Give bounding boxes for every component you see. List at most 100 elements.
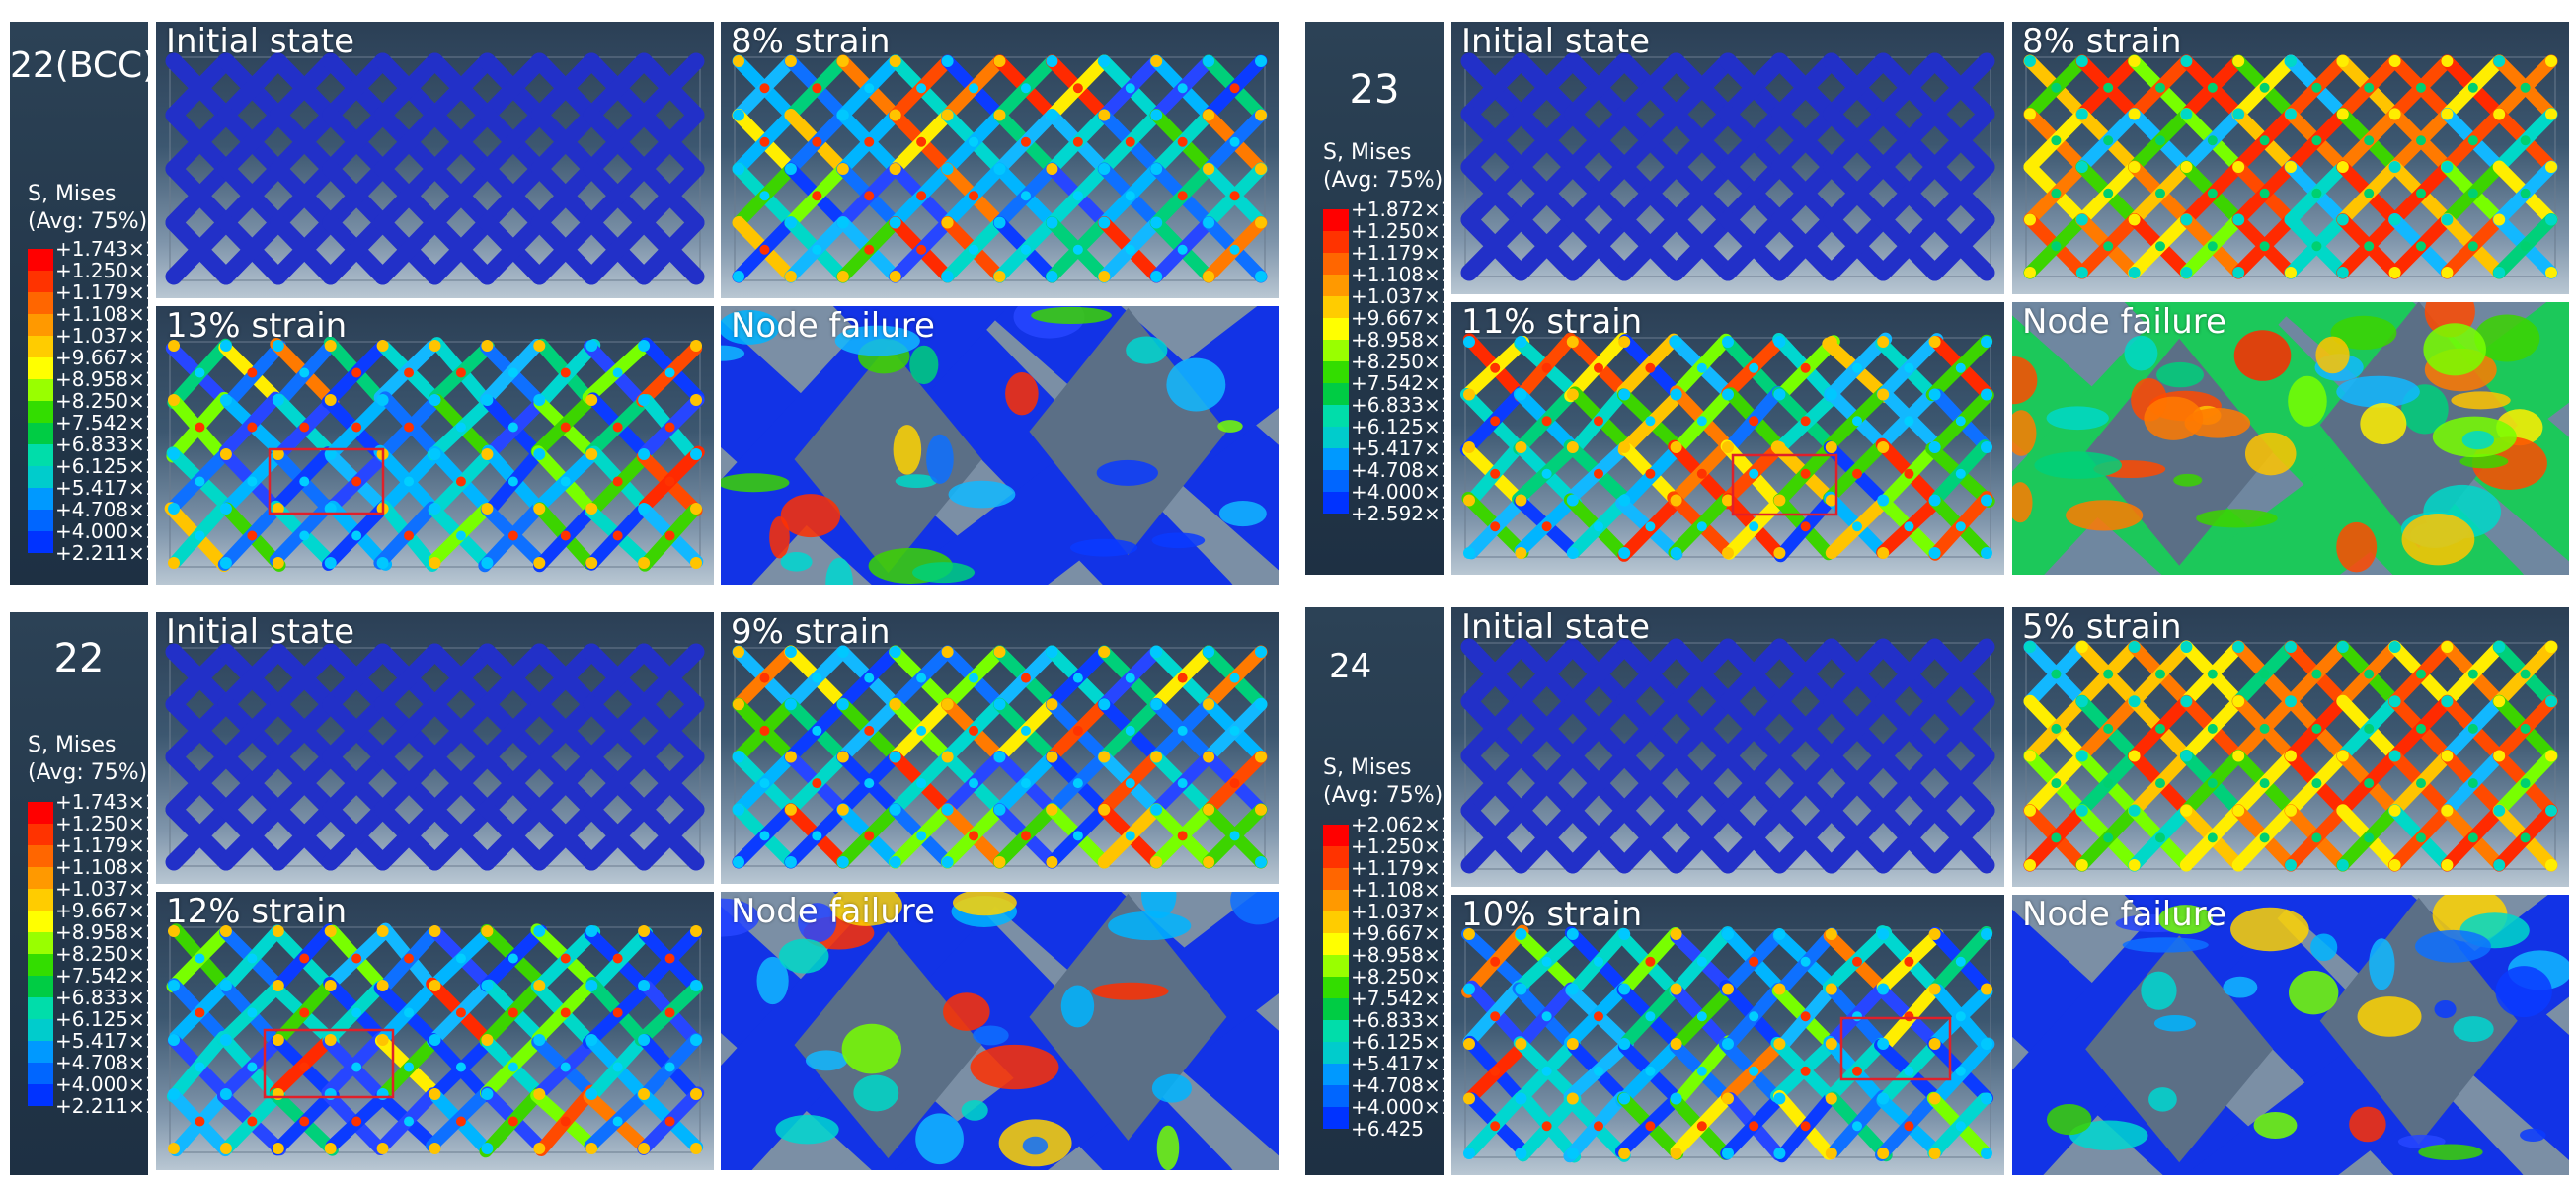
lattice-strut [1512, 638, 1582, 710]
lattice-node [2285, 859, 2297, 871]
lattice-node [2441, 213, 2454, 226]
lattice-node [585, 340, 598, 352]
lattice-strut [1668, 748, 1737, 820]
scale-swatch [1323, 933, 1349, 955]
lattice-node [1852, 416, 1862, 427]
lattice-image [732, 54, 1268, 283]
stress-blob [909, 345, 939, 385]
lattice-node [836, 698, 849, 711]
stress-blob [952, 892, 1017, 916]
lattice-node [219, 557, 232, 569]
scale-swatch [1323, 1064, 1349, 1085]
lattice-node [2441, 161, 2454, 173]
stress-blob [780, 552, 813, 572]
diamond-hole [794, 346, 982, 574]
lattice-node [1904, 468, 1914, 479]
lattice-node [2388, 750, 2401, 762]
scale-label: +6.425 [1351, 1117, 1425, 1141]
lattice-node [1696, 468, 1707, 479]
stress-blob [2315, 336, 2350, 374]
panel-title: Node failure [731, 306, 935, 346]
lattice-node [638, 1034, 651, 1046]
lattice-node [941, 698, 954, 711]
lattice-node [1150, 646, 1163, 658]
lattice-node [1177, 244, 1188, 255]
lattice-node [299, 1062, 310, 1072]
scale-swatch [1323, 1020, 1349, 1042]
lattice-strut [1460, 748, 1529, 820]
lattice-node [1150, 109, 1163, 121]
lattice-strut [583, 160, 653, 231]
lattice-node [812, 136, 822, 147]
lattice-node [1877, 1038, 1890, 1050]
lattice-node [1670, 1092, 1682, 1105]
scale-swatch [1323, 405, 1349, 427]
lattice-node [429, 1034, 441, 1046]
lattice-node [1904, 956, 1914, 967]
lattice-node [2520, 188, 2531, 198]
scale-swatch [28, 976, 53, 997]
lattice-strut [270, 52, 340, 123]
lattice-node [2128, 55, 2141, 67]
lattice-strut [635, 643, 705, 713]
lattice-node [1098, 803, 1111, 816]
lattice-node [1046, 109, 1058, 121]
lattice-strut [1823, 52, 1892, 122]
lattice-node [2051, 82, 2062, 93]
lattice-node [533, 980, 546, 991]
lattice-node [2364, 188, 2375, 198]
lattice-node [2103, 723, 2114, 734]
lattice-strut [427, 160, 496, 231]
lattice-node [429, 1088, 441, 1100]
lattice-node [1981, 336, 1992, 348]
lattice-node [1645, 416, 1656, 427]
lattice-node [1645, 1011, 1656, 1022]
lattice-strut [1719, 802, 1788, 874]
scale-label: +2.592×10⁻¹ [1351, 502, 1484, 525]
lattice-node [2493, 213, 2506, 226]
lattice-node [1877, 983, 1890, 995]
scale-label: +8.958×10² [1351, 943, 1474, 967]
lattice-node [1490, 1066, 1501, 1076]
scale-swatch [28, 531, 53, 553]
lattice-node [2336, 859, 2349, 871]
lattice-node [1722, 1148, 1734, 1159]
lattice-strut [1823, 211, 1892, 281]
stress-blob [805, 1050, 848, 1071]
lattice-node [969, 191, 979, 201]
lattice-strut [217, 801, 287, 871]
lattice-node [429, 925, 441, 937]
lattice-node [1020, 725, 1031, 736]
lattice-node [1877, 441, 1890, 453]
scale-label: +1.872×10³ [1351, 198, 1474, 221]
lattice-node [168, 1088, 180, 1100]
lattice-node [2311, 241, 2322, 252]
lattice-strut [1719, 692, 1788, 764]
scale-label: +7.542×10² [1351, 371, 1474, 395]
lattice-node [1566, 1092, 1579, 1105]
legend-subtitle: (Avg: 75%) [1323, 168, 1444, 193]
lattice-node [1203, 216, 1215, 229]
lattice-node [2364, 778, 2375, 789]
lattice-node [1098, 271, 1111, 282]
lattice-node [2232, 108, 2245, 120]
lattice-node [560, 476, 571, 487]
stress-blob [943, 992, 990, 1031]
legend-title: S, Mises [1323, 755, 1412, 780]
lattice-strut [1460, 638, 1529, 710]
lattice-node [219, 1143, 232, 1154]
lattice-node [560, 953, 571, 964]
lattice-node [1594, 362, 1603, 373]
lattice-node [1515, 547, 1527, 559]
lattice-node [1722, 1038, 1734, 1050]
lattice-node [889, 109, 901, 121]
stress-blob [1005, 372, 1039, 416]
lattice-node [2467, 82, 2478, 93]
lattice-node [533, 394, 546, 406]
scale-label: +8.250×10² [1351, 965, 1474, 989]
lattice-node [941, 271, 954, 282]
lattice-node [1877, 336, 1890, 348]
lattice-strut [1874, 802, 1944, 874]
lattice-node [2285, 695, 2297, 708]
stress-blob [2034, 451, 2123, 479]
